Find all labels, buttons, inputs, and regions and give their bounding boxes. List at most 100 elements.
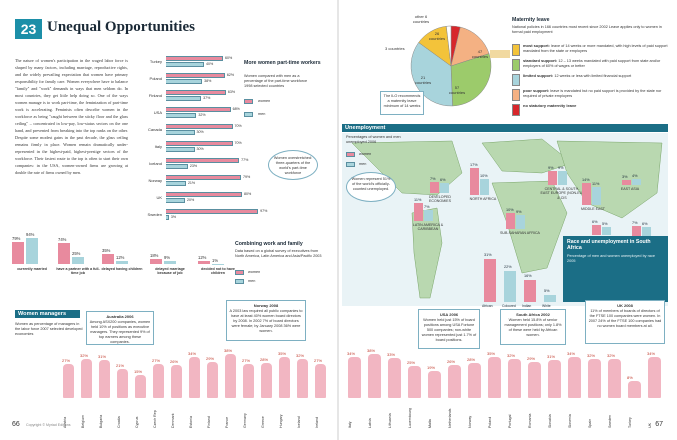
manager-country: Germany (243, 413, 247, 428)
unemp-bar-men (592, 187, 601, 205)
spine-divider (337, 0, 339, 440)
combining-bar-men (72, 257, 84, 264)
manager-country: Lithuania (388, 413, 392, 428)
parttime-value-men: 23% (189, 164, 198, 168)
parttime-country-label: UK (156, 195, 162, 200)
manager-pct: 32% (507, 353, 516, 359)
parttime-value-men: 38% (204, 79, 212, 83)
page-title: Unequal Opportunities (47, 19, 195, 35)
unemp-value-men: 6% (440, 178, 446, 183)
maternity-legend-text: standard support: 12 – 13 weeks mandated… (523, 58, 669, 68)
unemp-legend-men-swatch (346, 162, 355, 167)
unemp-bar-men (480, 179, 489, 195)
combining-bar-women (150, 258, 162, 264)
maternity-legend-label: limited support: (523, 73, 555, 78)
unemp-region-label: EAST ASIA (620, 187, 640, 191)
manager-country: Belgium (81, 415, 85, 428)
combining-value-men: 9% (164, 255, 171, 261)
legend-men-label: men (258, 112, 266, 116)
unemployment-heading: Unemployment (342, 124, 668, 132)
parttime-bar-women (166, 124, 233, 129)
combining-group-label: have a partner with a full-time job (56, 267, 100, 276)
norway-callout: Norway 2008 A 2003 law required all publi… (226, 300, 306, 341)
parttime-bar-women (166, 107, 231, 112)
australia-callout: Australia 2006 Among ASX200 companies, wo… (86, 311, 154, 345)
sa-bar (504, 271, 516, 302)
south-africa-callout: South Africa 2002 Women held 15.8% of sen… (500, 309, 566, 345)
manager-pct: 38% (367, 347, 376, 353)
combining-value-women: 12% (198, 254, 207, 260)
unemp-value-women: 6% (592, 220, 598, 225)
unemp-region-label: LATIN AMERICA & CARIBBEAN (412, 223, 444, 232)
manager-hand (628, 380, 641, 398)
uk-callout-text: 11% of members of boards of directors of… (588, 309, 662, 328)
unemp-region-label: MIDDLE EAST (581, 207, 605, 211)
manager-hand (528, 361, 541, 398)
parttime-bar-men (166, 181, 186, 186)
parttime-bar-men (166, 198, 185, 203)
manager-country: Poland (488, 416, 492, 428)
pie-label-26: 26 countries (428, 31, 446, 41)
manager-pct: 29% (527, 355, 536, 361)
parttime-value-men: 30% (196, 130, 204, 134)
australia-callout-title: Australia 2006 (106, 314, 134, 319)
manager-hand (207, 361, 218, 398)
manager-pct: 27% (152, 357, 161, 363)
manager-hand (368, 353, 381, 398)
maternity-legend-swatch (512, 74, 520, 86)
maternity-legend-desc: leave of 14 weeks or more mandated, with… (523, 44, 668, 53)
parttime-country-label: Poland (149, 76, 162, 81)
parttime-bar-men (166, 79, 203, 84)
manager-country: Estonia (189, 416, 193, 428)
australia-callout-text: Among ASX200 companies, women held 10% o… (89, 320, 151, 344)
manager-hand (648, 357, 661, 398)
unemp-legend-women: women (359, 152, 372, 156)
parttime-country-label: Iceland (149, 161, 162, 166)
parttime-country-label: Finland (148, 93, 162, 98)
combining-group-label: currently married (17, 267, 47, 271)
unemployment-chart: 7% 6% DEVELOPED ECONOMIES 11% 7% LATIN AMERIC… (342, 133, 668, 306)
manager-country: Romania (528, 413, 532, 428)
maternity-legend-desc: 12 – 13 weeks mandated with paid support… (523, 59, 661, 68)
maternity-legend-text: most support: leave of 14 weeks or more … (523, 43, 669, 53)
unemp-value-women: 7% (430, 176, 436, 181)
manager-pct: 32% (587, 353, 596, 359)
combining-bar-men (116, 260, 128, 264)
unemp-bar-women (470, 167, 479, 195)
intro-text: The nature of women's participation in t… (15, 58, 128, 175)
unemp-value-men: 9% (558, 165, 564, 170)
combining-bar-men (164, 261, 176, 264)
managers-chart-right: 34% Italy 38% Latvia 33% Lithuania 25% Luxembou… (345, 347, 665, 430)
combining-value-men: 25% (72, 251, 81, 256)
legend-women-label: women (258, 99, 271, 103)
combining-value-men: 94% (26, 231, 35, 237)
manager-pct: 19% (427, 364, 436, 370)
ilo-callout-text: The ILO recommends a maternity leave min… (383, 94, 421, 108)
parttime-callout: Women overstretched: three-quarters of t… (268, 150, 318, 180)
manager-country: Sweden (608, 415, 612, 428)
parttime-country-label: Canada (147, 127, 162, 132)
page-number-left: 66 (12, 421, 20, 428)
manager-hand (261, 362, 272, 398)
manager-pct: 34% (647, 351, 656, 357)
manager-country: Slovenia (568, 414, 572, 428)
combining-group-label: decided not to have children (201, 267, 235, 276)
manager-hand (81, 359, 92, 398)
unemp-value-women: 10% (506, 208, 514, 212)
parttime-country-label: Sweden (147, 212, 162, 217)
combining-bar-women (198, 260, 210, 264)
manager-hand (135, 374, 146, 398)
manager-hand (548, 360, 561, 398)
unemp-value-women: 14% (582, 177, 590, 182)
manager-country: Czech Rep (153, 410, 157, 428)
maternity-legend-swatch (512, 44, 520, 56)
manager-pct: 28% (260, 356, 269, 362)
combining-value-men: 1% (212, 257, 219, 263)
usa-callout-text: Women held just 15% of board positions a… (421, 318, 477, 342)
combining-value-men: 12% (116, 254, 125, 260)
parttime-value-women: 63% (227, 90, 236, 94)
manager-hand (99, 360, 110, 398)
manager-country: Bulgaria (99, 414, 103, 428)
parttime-bar-women (166, 192, 242, 197)
maternity-pie (410, 25, 492, 107)
